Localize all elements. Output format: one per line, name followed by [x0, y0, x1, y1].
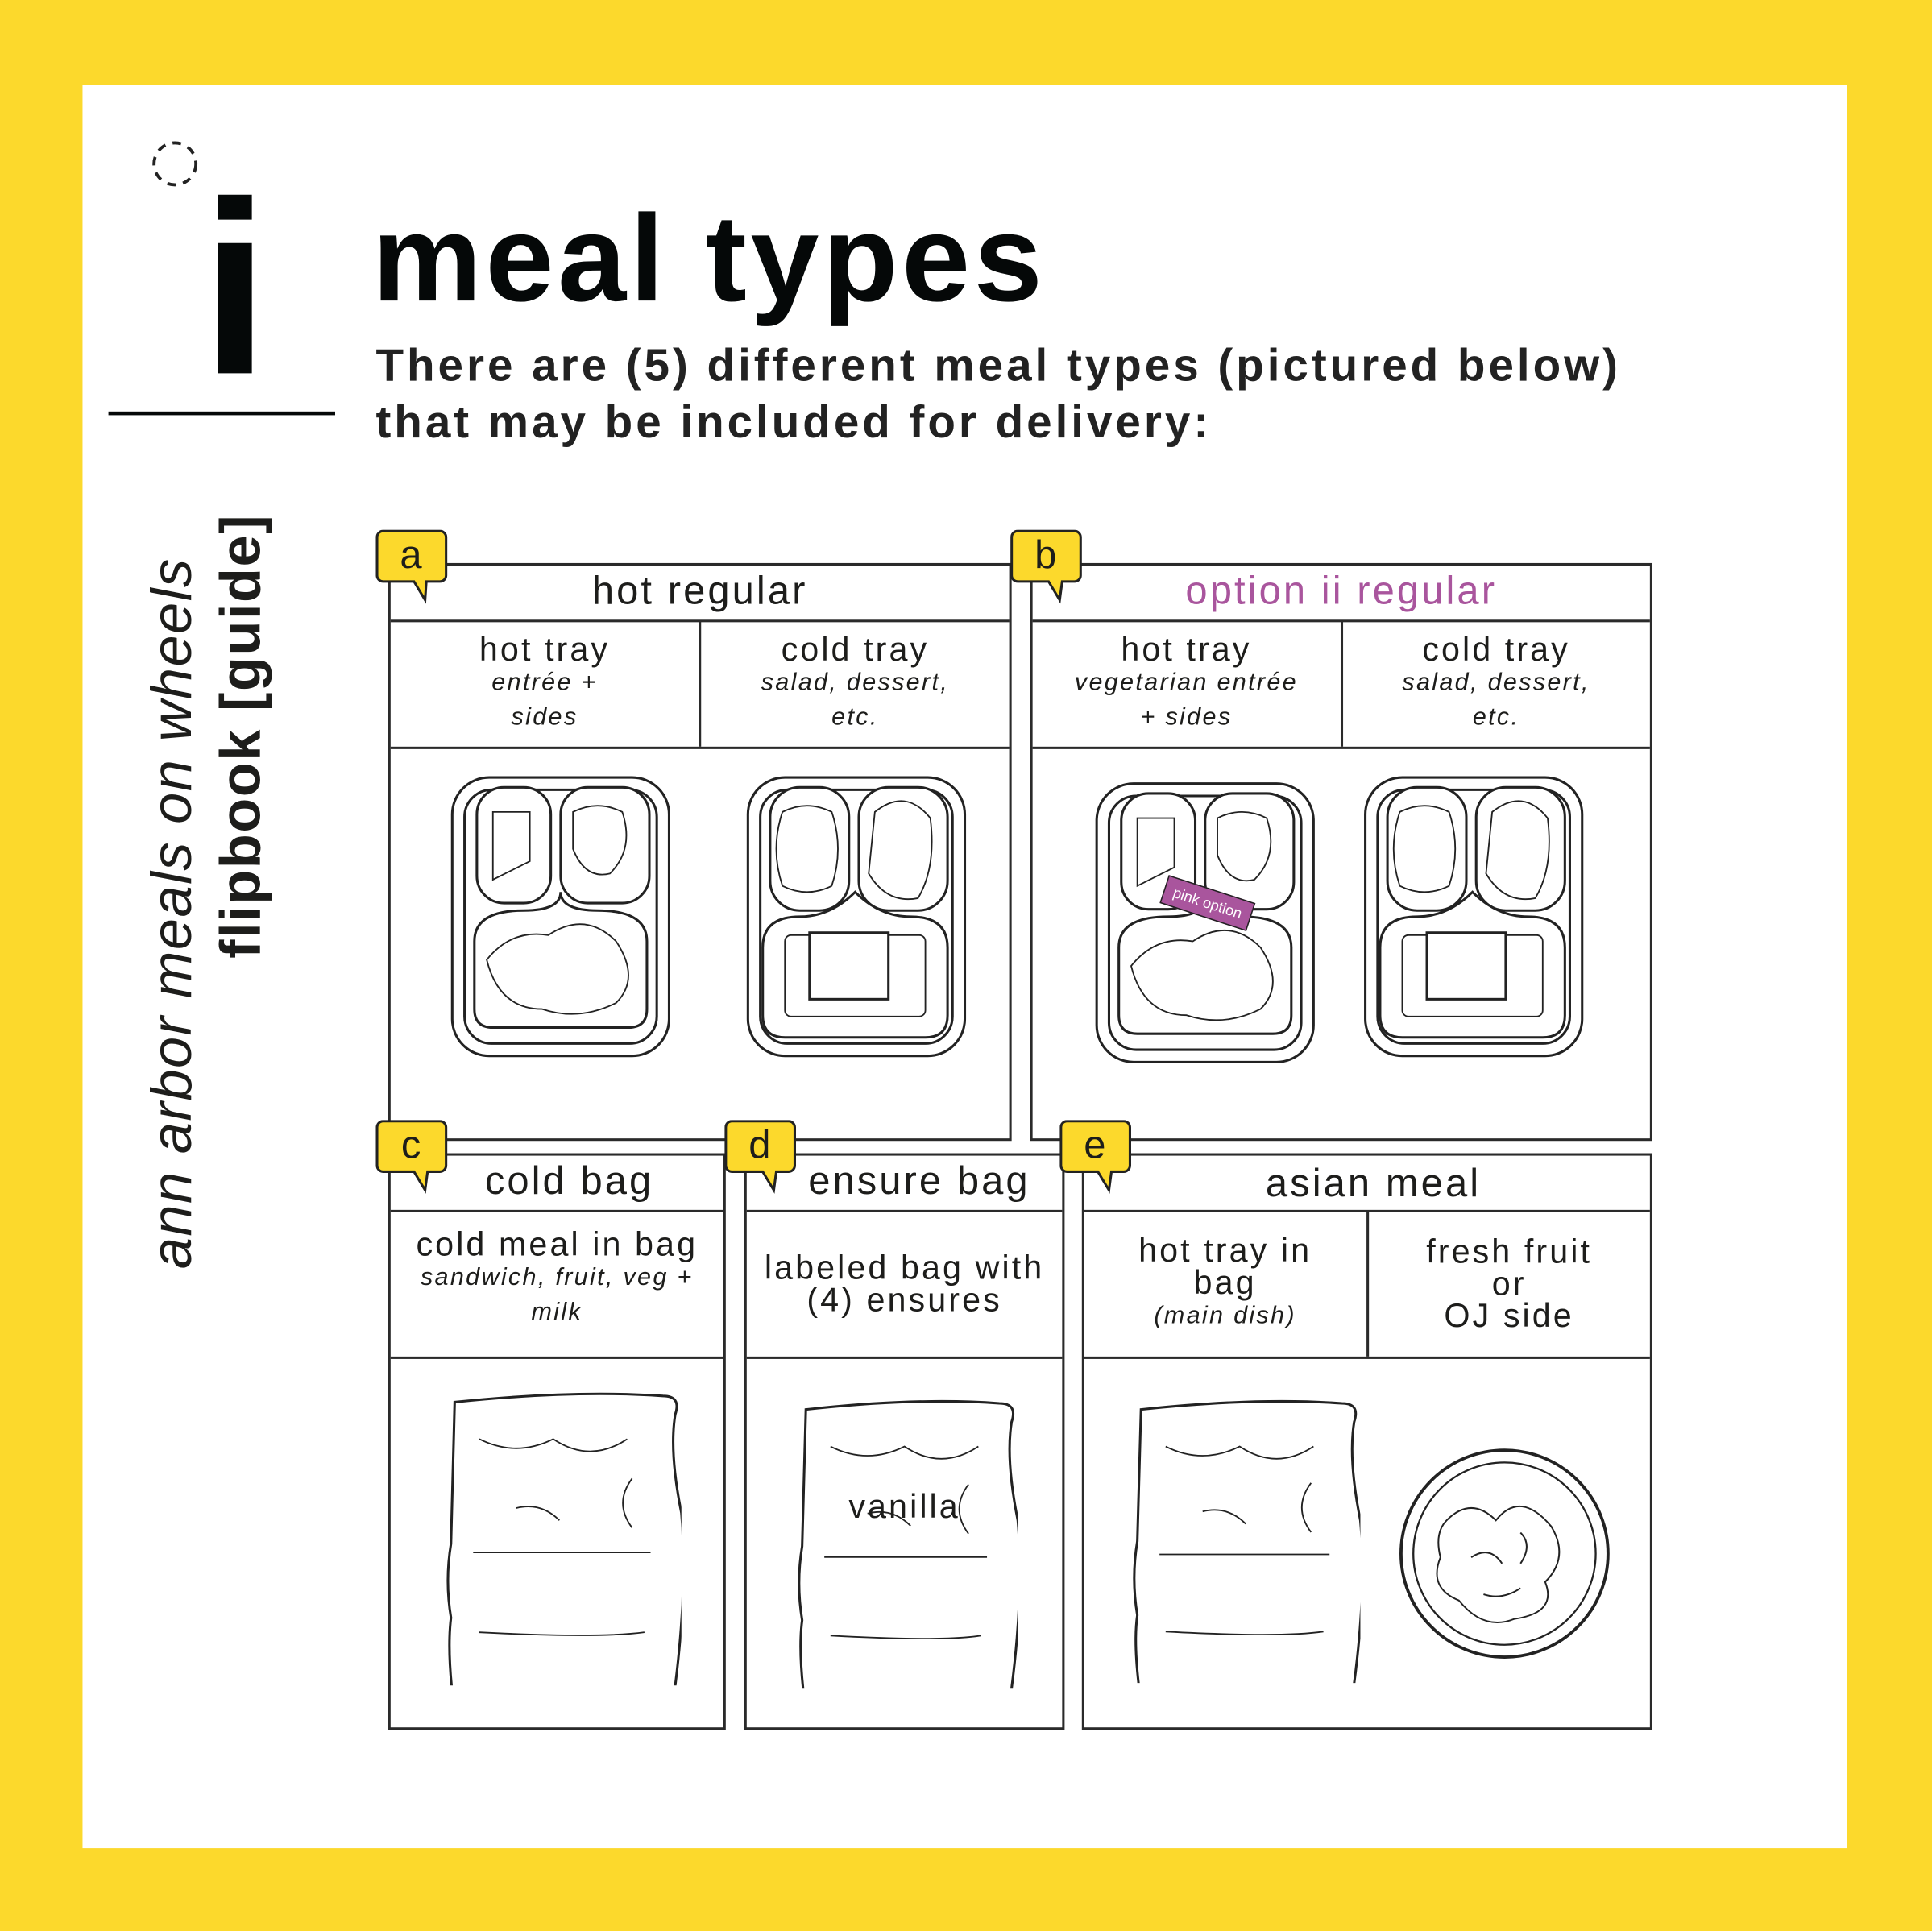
- panel-hot-regular: hot regular hot tray entrée + sides cold t…: [388, 562, 1012, 1142]
- book-name: flipbook [guide]: [208, 513, 272, 959]
- cell-title: labeled bag with: [764, 1249, 1045, 1287]
- cell-sub: (main dish): [1154, 1302, 1296, 1330]
- chapter-numeral: i: [201, 151, 270, 427]
- badge-letter: a: [400, 532, 422, 577]
- cell-hot-tray-in-bag: hot tray in bag (main dish): [1084, 1211, 1366, 1356]
- badge-letter: c: [400, 1122, 421, 1167]
- hot-tray-illustration: [450, 776, 670, 1058]
- cell-sub: milk: [531, 1298, 583, 1326]
- org-name: ann arbor meals on wheels: [139, 557, 204, 1270]
- cell-title: hot tray in: [1138, 1232, 1312, 1270]
- cell-sub: vegetarian entrée: [1074, 669, 1298, 697]
- panel-option-ii-regular: option ii regular hot tray vegetarian ent…: [1030, 562, 1652, 1142]
- cell-title: hot tray: [1121, 631, 1252, 668]
- badge-a: a: [375, 529, 448, 604]
- cell-title: fresh fruit: [1426, 1233, 1593, 1270]
- badge-b: b: [1010, 529, 1082, 604]
- cell-sub: etc.: [831, 703, 879, 731]
- badge-e: e: [1059, 1120, 1131, 1194]
- cell-title: bag: [1193, 1264, 1257, 1302]
- cell-sub: sandwich, fruit, veg +: [420, 1264, 694, 1291]
- cell-title: cold tray: [1422, 631, 1570, 668]
- cold-tray-illustration: [1364, 776, 1584, 1058]
- intro-text: There are (5) different meal types (pict…: [375, 338, 1621, 451]
- badge-c: c: [375, 1120, 448, 1194]
- cell-title: cold tray: [781, 631, 930, 668]
- cell-cold-tray: cold tray salad, dessert, etc.: [1340, 620, 1650, 747]
- vegetarian-hot-tray-illustration: [1095, 782, 1315, 1063]
- panel-cold-bag: cold bag cold meal in bag sandwich, fruit…: [388, 1153, 726, 1730]
- cell-title: OJ side: [1444, 1297, 1574, 1335]
- divider: [108, 411, 335, 416]
- cold-tray-illustration: [746, 776, 967, 1058]
- cell-cold-tray: cold tray salad, dessert, etc.: [699, 620, 1009, 747]
- intro-line-1: There are (5) different meal types (pict…: [375, 340, 1621, 391]
- cell-sub: salad, dessert,: [761, 669, 950, 697]
- fruit-cup-illustration: [1399, 1448, 1610, 1659]
- cell-sub: sides: [511, 703, 578, 731]
- panel-title: ensure bag: [746, 1156, 1063, 1212]
- badge-letter: e: [1084, 1122, 1106, 1167]
- ensure-bag-illustration: [798, 1399, 1018, 1689]
- panel-ensure-bag: ensure bag labeled bag with (4) ensures v…: [744, 1153, 1065, 1730]
- hot-tray-bag-illustration: [1133, 1399, 1361, 1684]
- cell-title: cold meal in bag: [416, 1225, 699, 1263]
- bag-label: vanilla: [848, 1488, 960, 1526]
- badge-letter: d: [748, 1122, 771, 1167]
- badge-d: d: [724, 1120, 796, 1194]
- cell-sub: + sides: [1140, 703, 1233, 731]
- badge-letter: b: [1034, 532, 1057, 577]
- cell-sub: entrée +: [491, 669, 598, 697]
- intro-line-2: that may be included for delivery:: [375, 396, 1213, 448]
- dashed-circle-icon: [152, 141, 198, 187]
- cold-bag-illustration: [446, 1392, 682, 1686]
- panel-title: cold bag: [390, 1156, 723, 1212]
- cell-title: hot tray: [479, 631, 611, 668]
- page-title: meal types: [371, 189, 1047, 328]
- cell-labeled-bag: labeled bag with (4) ensures: [747, 1211, 1063, 1356]
- panel-title: asian meal: [1084, 1156, 1650, 1212]
- cell-title: or: [1491, 1265, 1527, 1303]
- panel-title: option ii regular: [1032, 566, 1650, 623]
- cell-hot-tray: hot tray vegetarian entrée + sides: [1033, 621, 1341, 747]
- cell-fruit-or-oj: fresh fruit or OJ side: [1366, 1211, 1650, 1357]
- panel-title: hot regular: [390, 566, 1010, 623]
- cell-title: (4) ensures: [806, 1281, 1002, 1319]
- cell-sub: etc.: [1472, 703, 1520, 731]
- cell-hot-tray: hot tray entrée + sides: [391, 621, 699, 747]
- cell-cold-meal: cold meal in bag sandwich, fruit, veg + mi…: [391, 1211, 723, 1356]
- cell-sub: salad, dessert,: [1402, 669, 1590, 697]
- panel-asian-meal: asian meal hot tray in bag (main dish) fre…: [1081, 1153, 1652, 1730]
